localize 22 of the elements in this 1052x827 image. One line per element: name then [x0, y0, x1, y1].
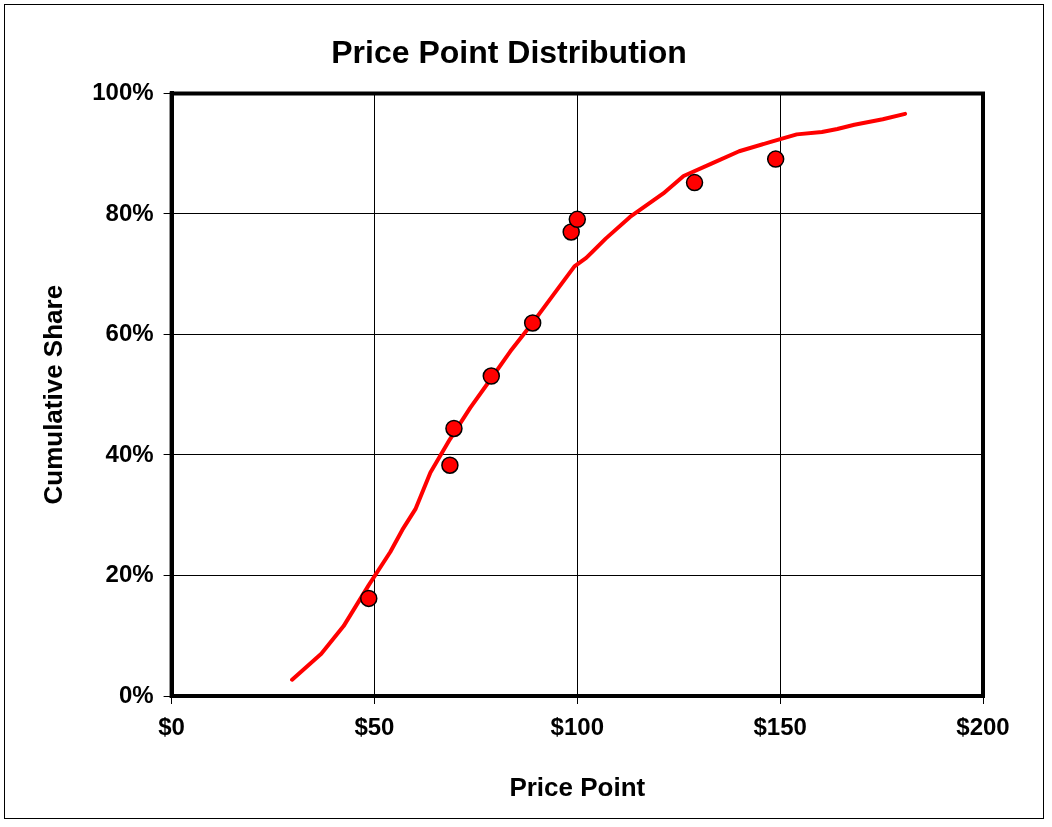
y-tick-label: 60%: [105, 319, 154, 347]
chart-title: Price Point Distribution: [331, 34, 687, 71]
y-tick-label: 40%: [105, 439, 154, 467]
point: [360, 589, 378, 608]
point: [523, 314, 542, 332]
point: [685, 173, 704, 192]
x-tick-label: $200: [956, 713, 1010, 741]
x-axis-title: Price Point: [509, 771, 646, 802]
y-tick-label: 100%: [92, 78, 154, 106]
x-tick-label: $150: [753, 713, 807, 741]
x-tick-label: $50: [354, 713, 395, 741]
point: [441, 456, 459, 474]
point: [766, 150, 785, 168]
point: [568, 210, 587, 229]
x-tick-label: $100: [550, 713, 604, 741]
point: [482, 367, 501, 385]
y-tick-label: 0%: [118, 680, 154, 708]
y-tick-label: 20%: [105, 560, 154, 588]
y-tick-label: 80%: [105, 198, 154, 226]
point: [445, 419, 463, 438]
x-tick-label: $0: [158, 713, 185, 741]
y-axis-title: Cumulative Share: [37, 284, 68, 505]
